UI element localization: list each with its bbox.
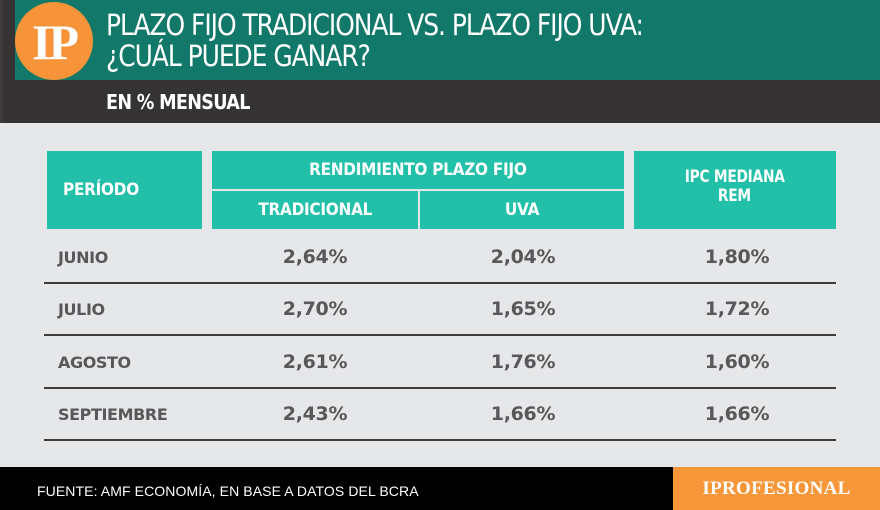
- cell-uva: 1,65%: [490, 298, 556, 320]
- brand-text: IPROFESIONAL: [702, 477, 851, 499]
- cell-traditional: 2,64%: [282, 246, 348, 268]
- header-traditional-label: TRADICIONAL: [258, 200, 372, 220]
- header-ipc-line1: IPC MEDIANA: [685, 167, 785, 187]
- header-group-rendimiento: RENDIMIENTO PLAZO FIJO: [212, 151, 624, 189]
- cell-ipc: 1,80%: [704, 246, 770, 268]
- cell-traditional: 2,43%: [282, 403, 348, 425]
- header-uva-label: UVA: [504, 200, 540, 220]
- logo-text: IP: [32, 14, 79, 70]
- header-ipc-line2: REM: [718, 186, 752, 206]
- title-line-1: PLAZO FIJO TRADICIONAL VS. PLAZO FIJO UV…: [106, 8, 644, 42]
- header-traditional: TRADICIONAL: [212, 191, 418, 229]
- header-banner: IP PLAZO FIJO TRADICIONAL VS. PLAZO FIJO…: [0, 0, 880, 123]
- title-line-2: ¿CUÁL PUEDE GANAR?: [106, 39, 371, 73]
- cell-uva: 1,76%: [490, 351, 556, 373]
- cell-ipc: 1,60%: [704, 351, 770, 373]
- cell-uva: 1,66%: [490, 403, 556, 425]
- header-group-label: RENDIMIENTO PLAZO FIJO: [309, 160, 527, 180]
- footer: FUENTE: AMF ECONOMÍA, EN BASE A DATOS DE…: [0, 467, 880, 510]
- cell-period: JULIO: [58, 299, 105, 319]
- cell-traditional: 2,70%: [282, 298, 348, 320]
- cell-period: JUNIO: [58, 247, 108, 267]
- table-row: JULIO 2,70% 1,65% 1,72%: [44, 284, 836, 336]
- title-band: [15, 0, 880, 80]
- cell-ipc: 1,72%: [704, 298, 770, 320]
- table-row: SEPTIEMBRE 2,43% 1,66% 1,66%: [44, 389, 836, 441]
- brand-logo: IPROFESIONAL: [673, 467, 880, 510]
- cell-traditional: 2,61%: [282, 351, 348, 373]
- cell-period: SEPTIEMBRE: [58, 404, 168, 424]
- table-row: JUNIO 2,64% 2,04% 1,80%: [44, 232, 836, 284]
- header-ipc-label: IPC MEDIANA REM: [679, 168, 790, 206]
- header-period: PERÍODO: [47, 151, 202, 229]
- table-row: AGOSTO 2,61% 1,76% 1,60%: [44, 337, 836, 389]
- cell-uva: 2,04%: [490, 246, 556, 268]
- header-period-label: PERÍODO: [63, 180, 139, 200]
- ip-logo-icon: IP: [15, 2, 93, 80]
- header-uva: UVA: [420, 191, 624, 229]
- page-title: PLAZO FIJO TRADICIONAL VS. PLAZO FIJO UV…: [106, 10, 760, 72]
- cell-ipc: 1,66%: [704, 403, 770, 425]
- subtitle: EN % MENSUAL: [106, 90, 250, 114]
- cell-period: AGOSTO: [58, 352, 131, 372]
- header-ipc: IPC MEDIANA REM: [634, 151, 836, 229]
- source-note: FUENTE: AMF ECONOMÍA, EN BASE A DATOS DE…: [37, 483, 419, 499]
